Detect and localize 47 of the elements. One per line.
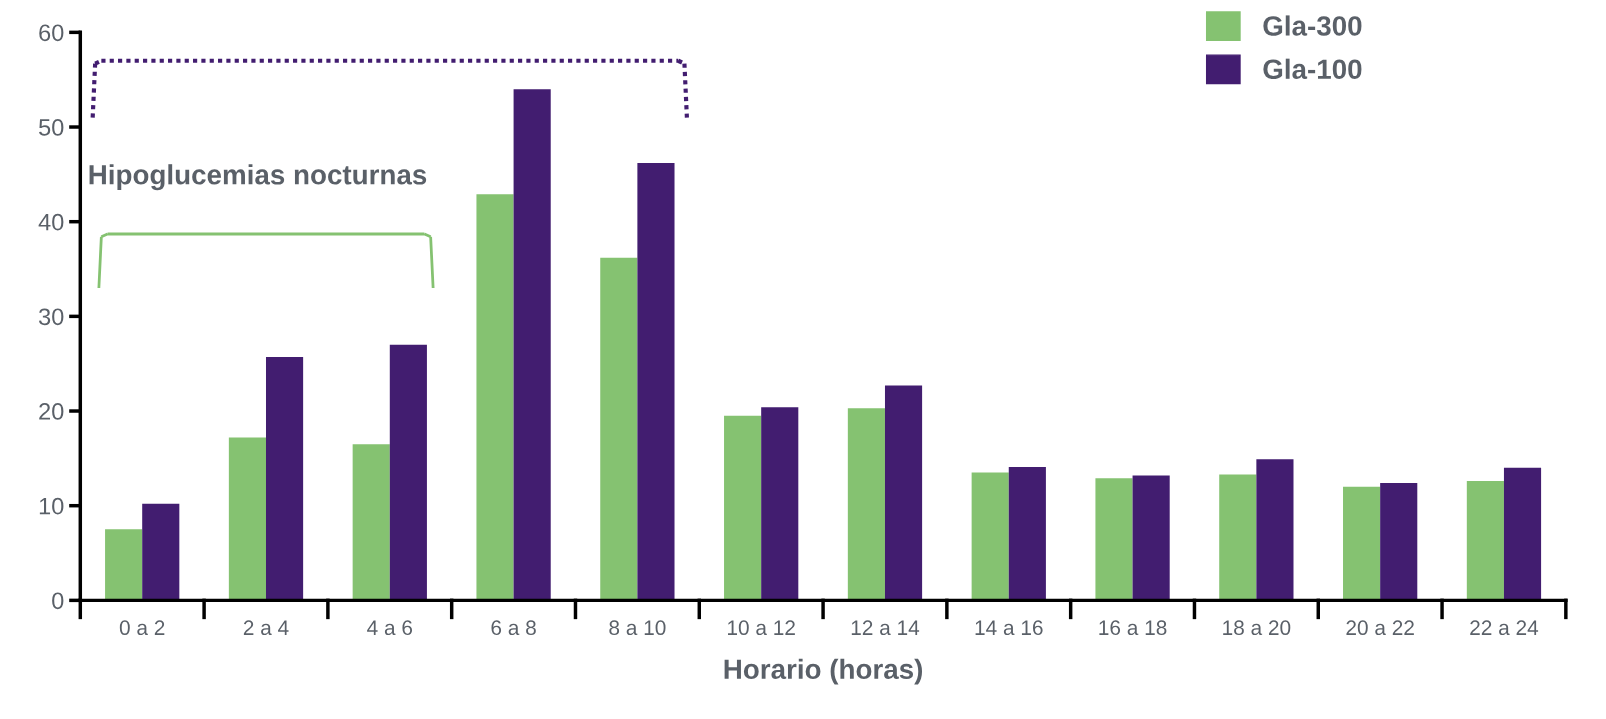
x-tick-label: 16 a 18 (1099, 620, 1167, 636)
x-tick-label: 10 a 12 (728, 620, 795, 636)
bar (352, 444, 390, 601)
y-tick-label: 10 (39, 497, 64, 515)
x-tick-label: 20 a 22 (1346, 620, 1414, 636)
bar (847, 408, 885, 601)
y-tick-label: 40 (38, 213, 64, 231)
bar (971, 472, 1009, 601)
x-tick-label: 12 a 14 (851, 620, 920, 636)
x-tick-label: 4 a 6 (367, 620, 413, 636)
y-tick-label: 0 (52, 592, 64, 610)
bar (1008, 466, 1046, 601)
bar (1132, 475, 1170, 601)
x-tick-label: 18 a 20 (1223, 620, 1291, 636)
bar (724, 415, 762, 601)
bar (600, 257, 638, 601)
y-tick-label: 60 (39, 24, 64, 42)
x-tick-label: 6 a 8 (491, 620, 536, 636)
bar (761, 407, 799, 601)
bar (884, 385, 923, 601)
legend-label: Gla-300 (1263, 15, 1362, 36)
x-tick-label: 22 a 24 (1470, 620, 1539, 636)
x-tick-label: 2 a 4 (243, 620, 289, 636)
bar (1503, 467, 1542, 601)
y-tick-label: 20 (39, 403, 64, 420)
y-tick-label: 30 (38, 308, 64, 326)
bar (476, 194, 514, 601)
x-tick-label: 14 a 16 (975, 620, 1043, 636)
bar (1380, 482, 1418, 601)
legend-label: Gla-100 (1263, 58, 1362, 80)
bar (1256, 459, 1294, 601)
x-tick-label: 0 a 2 (119, 620, 165, 636)
bar (265, 357, 304, 601)
bar (637, 163, 675, 601)
bar (1343, 486, 1381, 601)
bar (1219, 474, 1257, 601)
bar (228, 437, 266, 601)
annotation: Hipoglucemias nocturnas (89, 164, 427, 191)
bar (389, 344, 427, 601)
x-tick-label: 8 a 10 (609, 620, 666, 636)
bar (105, 529, 143, 601)
y-tick-label: 50 (39, 119, 64, 136)
bar (142, 503, 180, 601)
bar (513, 89, 551, 601)
bar (1466, 481, 1504, 601)
bar (1095, 478, 1133, 601)
x-axis-title: Horario (horas) (724, 658, 923, 685)
